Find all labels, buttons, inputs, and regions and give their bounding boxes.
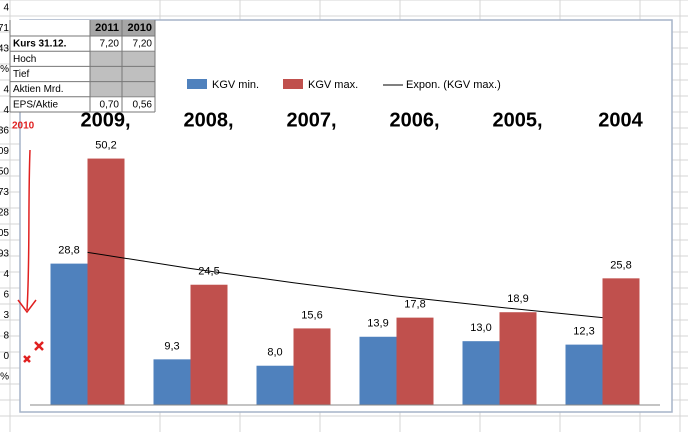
bar <box>565 344 603 405</box>
bar <box>293 328 331 405</box>
bar <box>396 317 434 405</box>
cell-fragment: 05 <box>0 228 9 239</box>
value-label: 13,0 <box>470 322 491 334</box>
header-cell: 2011 <box>95 22 119 34</box>
value-label: 13,9 <box>367 318 388 330</box>
value-label: 24,5 <box>198 266 219 278</box>
cell: Kurs 31.12. <box>13 39 67 50</box>
bar <box>256 365 294 405</box>
value-label: 18,9 <box>507 293 528 305</box>
value-label: 17,8 <box>404 299 425 311</box>
bar <box>462 341 500 405</box>
cell: Aktien Mrd. <box>13 84 64 95</box>
value-label: 9,3 <box>164 340 179 352</box>
bar <box>153 359 191 405</box>
bar <box>190 284 228 405</box>
cell-fragment: 4 <box>3 269 9 280</box>
cell-fragment: 3 <box>3 310 9 321</box>
cell-fragment: 28 <box>0 208 9 219</box>
arrow <box>17 149 37 314</box>
value-label: 8,0 <box>267 347 282 359</box>
cell-fragment: 4 <box>3 85 9 96</box>
bar <box>87 158 125 405</box>
cell-fragment: 43 <box>0 44 9 55</box>
cell-fragment: 6 <box>3 290 9 301</box>
header-cell: 2010 <box>128 22 152 34</box>
cell-fragment: 4 <box>3 3 9 14</box>
bar <box>602 278 640 405</box>
cell: 0,56 <box>133 99 153 110</box>
cell: Hoch <box>13 54 36 65</box>
cell: 0,70 <box>100 99 120 110</box>
cell-fragment: 50 <box>0 167 9 178</box>
cell: 7,20 <box>133 39 153 50</box>
cell-fragment: % <box>0 372 9 383</box>
value-label: 28,8 <box>58 245 79 257</box>
annotation: 2010 <box>12 121 35 132</box>
cell-fragment: 36 <box>0 126 9 137</box>
trendline <box>87 251 603 319</box>
cell-fragment: 73 <box>0 187 9 198</box>
cell-fragment: % <box>0 64 9 75</box>
category-label: 2007, <box>286 109 336 131</box>
value-label: 25,8 <box>610 259 631 271</box>
value-label: 50,2 <box>95 139 116 151</box>
legend-swatch <box>283 79 303 89</box>
category-label: 2008, <box>183 109 233 131</box>
bar <box>359 336 397 405</box>
cell-fragment: 4 <box>3 105 9 116</box>
cell-fragment: 8 <box>3 331 9 342</box>
category-label: 2006, <box>389 109 439 131</box>
category-label: 2009, <box>80 109 130 131</box>
cell-fragment: 71 <box>0 23 9 34</box>
legend-swatch <box>187 79 207 89</box>
legend-label: KGV max. <box>308 79 358 91</box>
bar <box>50 263 88 405</box>
cell-fragment: 93 <box>0 249 9 260</box>
marks <box>23 341 44 363</box>
cell: Tief <box>13 69 30 80</box>
category-label: 2005, <box>492 109 542 131</box>
value-label: 12,3 <box>573 326 594 338</box>
bar <box>499 312 537 405</box>
category-label: 2004 <box>598 109 643 131</box>
data-table: 2011 2010 Kurs 31.12. 7,20 7,20 Hoch Tief Aktie… <box>9 20 156 113</box>
cell: 7,20 <box>100 39 120 50</box>
cell: EPS/Aktie <box>13 99 58 110</box>
cell-fragment: 0 <box>3 351 9 362</box>
legend-label: Expon. (KGV max.) <box>406 79 501 91</box>
legend-label: KGV min. <box>212 79 259 91</box>
cell-fragment: 09 <box>0 146 9 157</box>
value-label: 15,6 <box>301 309 322 321</box>
